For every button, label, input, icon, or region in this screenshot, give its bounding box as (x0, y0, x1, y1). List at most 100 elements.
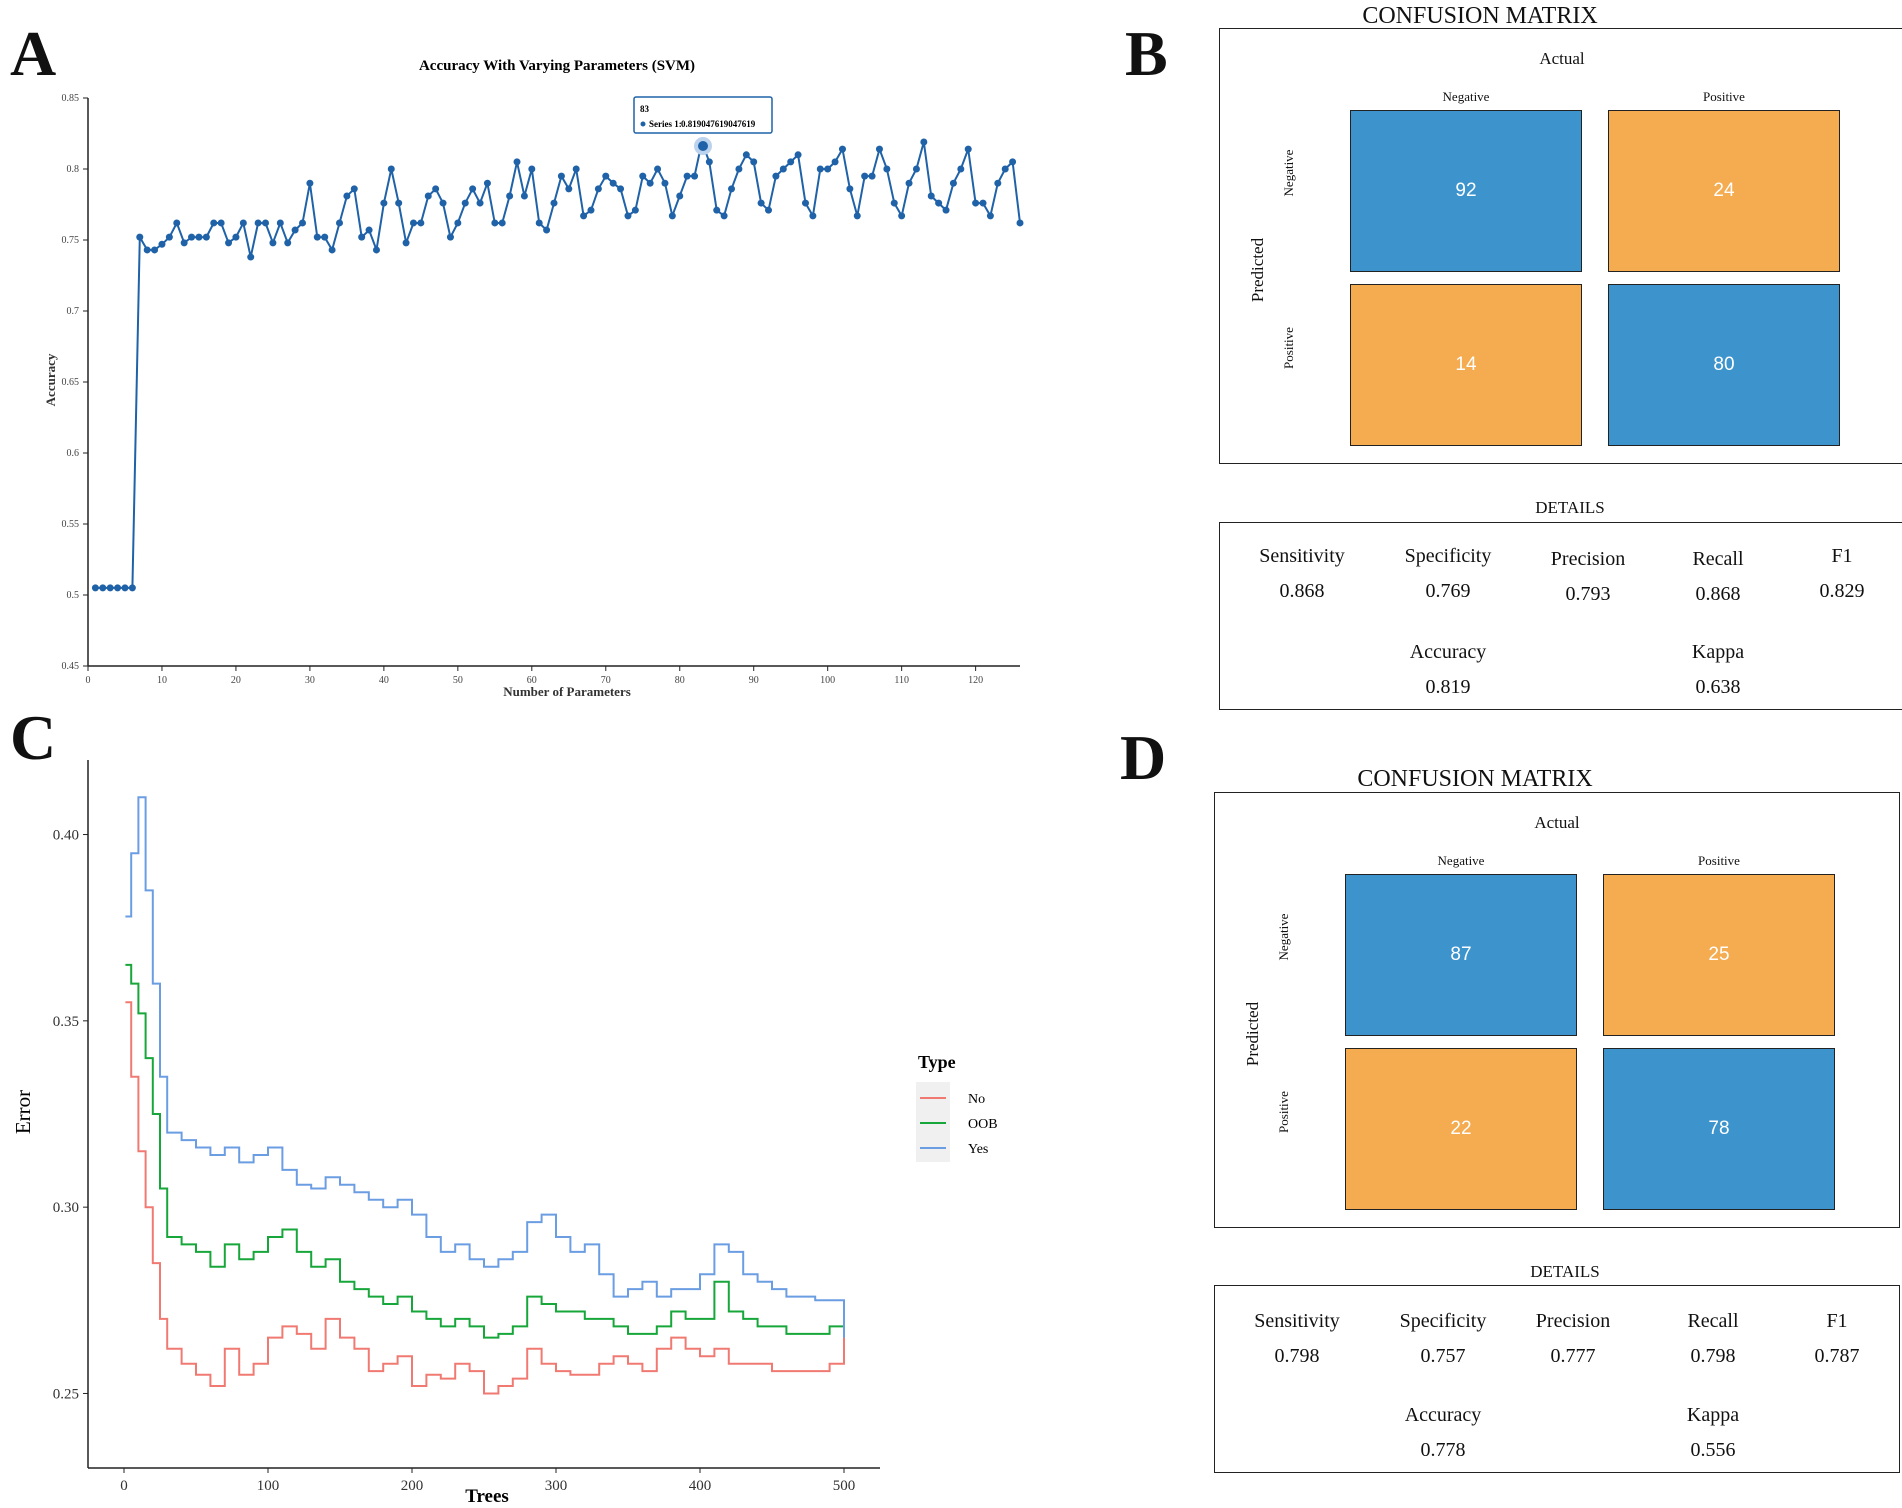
data-point (654, 165, 662, 173)
data-point (927, 192, 935, 200)
data-point (816, 165, 824, 173)
data-point (920, 138, 928, 146)
data-point (254, 219, 262, 227)
data-point (306, 179, 314, 187)
x-tick-label: 30 (305, 675, 315, 686)
cm-b-metric-recall: Recall 0.868 (1692, 548, 1744, 605)
data-point (387, 165, 395, 173)
data-point (276, 219, 284, 227)
y-tick-label: 0.5 (67, 590, 80, 601)
data-point (121, 584, 129, 592)
data-point (957, 165, 965, 173)
cm-b-matrix-frame: Actual Negative Positive Predicted Negat… (1219, 28, 1902, 464)
data-point (831, 158, 839, 166)
x-tick-label: 300 (545, 1478, 568, 1494)
x-tick-label: 0 (86, 675, 91, 686)
panel-label-a: A (10, 18, 57, 89)
data-point (247, 253, 255, 261)
chart-a-title: Accuracy With Varying Parameters (SVM) (419, 58, 695, 74)
data-point (439, 199, 447, 207)
tooltip-highlight-point[interactable] (694, 137, 712, 155)
cm-d-col-label-negative: Negative (1437, 853, 1485, 868)
data-point (195, 233, 203, 241)
cm-d-predicted-label: Predicted (1243, 1001, 1262, 1067)
data-point (772, 172, 780, 180)
cm-b-title: CONFUSION MATRIX (1362, 3, 1598, 29)
panel-label-c: C (10, 702, 57, 773)
error-line-yes (125, 796, 845, 1338)
x-tick-label: 60 (527, 675, 537, 686)
data-point (165, 233, 173, 241)
data-point (728, 185, 736, 193)
data-point (284, 239, 292, 247)
y-tick-label: 0.6 (67, 448, 80, 459)
y-tick-label: 0.65 (62, 377, 80, 388)
cm-b-metric-sensitivity: Sensitivity 0.868 (1259, 545, 1345, 602)
data-point (986, 212, 994, 220)
data-point (528, 165, 536, 173)
panel-label-b: B (1125, 18, 1168, 89)
data-point (824, 165, 832, 173)
cm-b-details-title: DETAILS (1535, 498, 1605, 517)
y-tick-label: 0.40 (53, 828, 79, 844)
y-tick-label: 0.7 (67, 306, 80, 317)
data-point (757, 199, 765, 207)
x-tick-label: 100 (820, 675, 835, 686)
data-point (180, 239, 188, 247)
x-tick-label: 80 (675, 675, 685, 686)
cm-b-col-label-positive: Positive (1703, 89, 1745, 104)
data-point (358, 233, 366, 241)
data-point (535, 219, 543, 227)
data-point-tooltip: 83 Series 1: 0.819047619047619 (633, 96, 773, 155)
data-point (1009, 158, 1017, 166)
y-tick-label: 0.25 (53, 1386, 79, 1402)
legend-label-no: No (968, 1092, 985, 1107)
data-point (225, 239, 233, 247)
y-tick-label: 0.85 (62, 93, 80, 104)
cm-d-details-frame: Sensitivity 0.798 Specificity 0.757 Precis… (1214, 1285, 1900, 1473)
data-point (343, 192, 351, 200)
x-tick-label: 50 (453, 675, 463, 686)
cm-b-metric-f1: F1 0.829 (1819, 545, 1865, 602)
data-point (691, 172, 699, 180)
x-tick-label: 120 (968, 675, 983, 686)
data-point (705, 158, 713, 166)
data-point (491, 219, 499, 227)
data-point (299, 219, 307, 227)
data-point (868, 172, 876, 180)
x-tick-label: 20 (231, 675, 241, 686)
data-point (853, 212, 861, 220)
data-point (1001, 165, 1009, 173)
data-point (809, 212, 817, 220)
tooltip-value: 0.819047619047619 (681, 119, 756, 129)
data-point (875, 145, 883, 153)
chart-c-y-label: Error (11, 1090, 35, 1134)
data-point (742, 151, 750, 159)
chart-a-x-label: Number of Parameters (503, 684, 631, 699)
data-point (713, 206, 721, 214)
cm-d-metric-f1: F1 0.787 (1814, 1310, 1860, 1367)
data-point (883, 165, 891, 173)
data-point (587, 206, 595, 214)
data-point (735, 165, 743, 173)
x-tick-label: 0 (120, 1478, 128, 1494)
x-tick-label: 40 (379, 675, 389, 686)
data-point (128, 584, 136, 592)
cm-b-metric-accuracy: Accuracy 0.819 (1409, 641, 1487, 698)
data-point (217, 219, 225, 227)
data-point (136, 233, 144, 241)
data-point (683, 172, 691, 180)
cm-d-metric-kappa: Kappa 0.556 (1686, 1404, 1740, 1461)
chart-c-legend: Type No OOB Yes (916, 1052, 998, 1162)
data-point (609, 179, 617, 187)
cm-b-cell-false-positive: 14 (1350, 284, 1582, 446)
chart-c-x-label: Trees (465, 1486, 509, 1507)
data-point (210, 219, 218, 227)
data-point (543, 226, 551, 234)
data-point (202, 233, 210, 241)
data-point (994, 179, 1002, 187)
cm-d-metric-recall: Recall 0.798 (1687, 1310, 1739, 1367)
data-point (91, 584, 99, 592)
data-point (787, 158, 795, 166)
data-point (313, 233, 321, 241)
